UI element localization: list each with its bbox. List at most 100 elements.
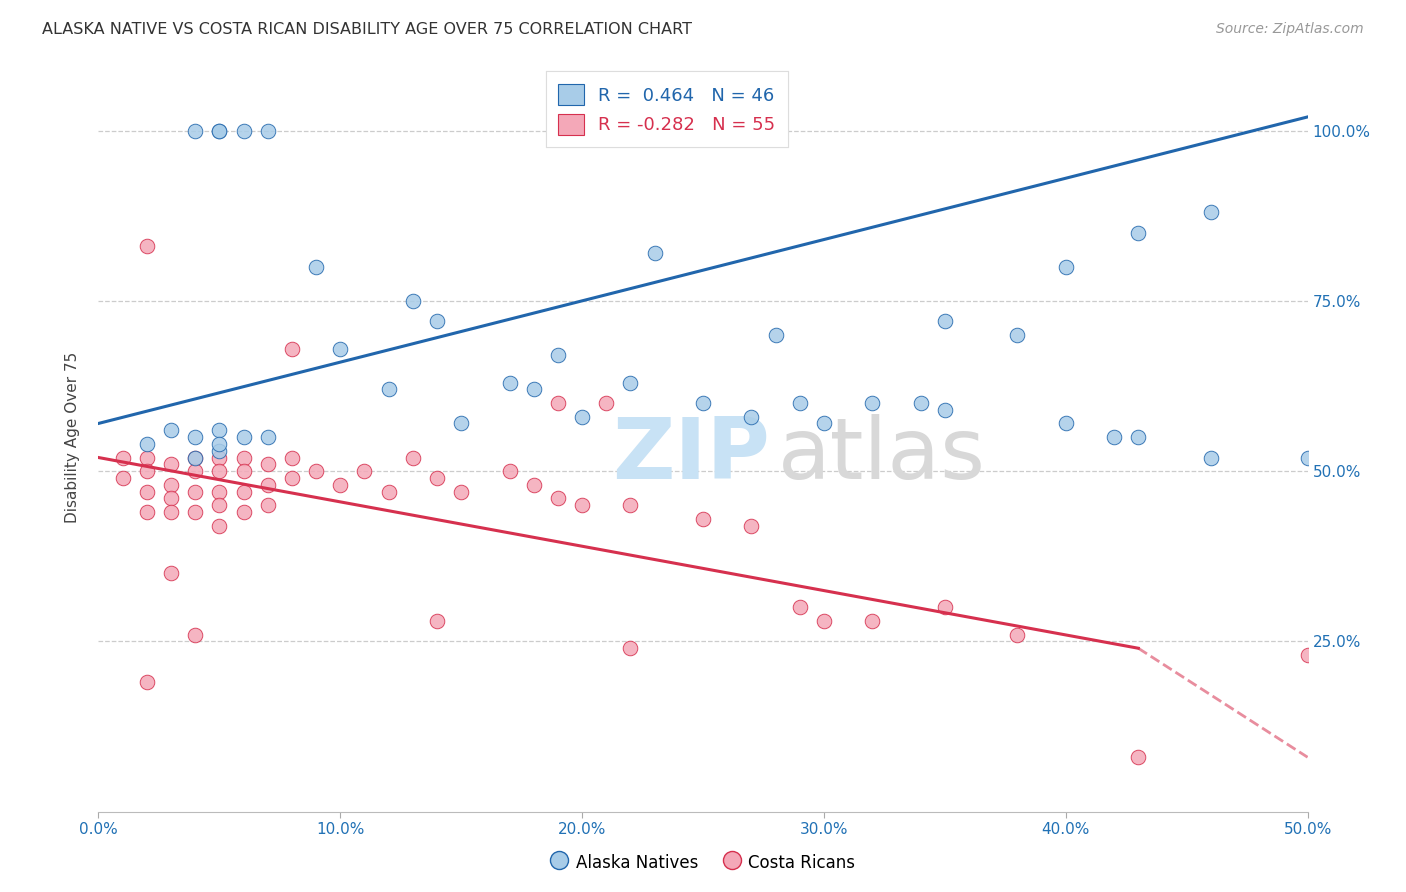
- Point: [692, 396, 714, 410]
- Point: [232, 450, 254, 465]
- Point: [1296, 450, 1319, 465]
- Point: [450, 417, 472, 431]
- Point: [111, 450, 134, 465]
- Point: [160, 423, 183, 437]
- Point: [426, 314, 449, 328]
- Point: [765, 327, 787, 342]
- Point: [208, 123, 231, 137]
- Legend: Alaska Natives, Costa Ricans: Alaska Natives, Costa Ricans: [544, 846, 862, 880]
- Point: [160, 458, 183, 472]
- Point: [740, 518, 762, 533]
- Point: [1007, 327, 1029, 342]
- Point: [232, 430, 254, 444]
- Point: [256, 123, 278, 137]
- Point: [813, 614, 835, 628]
- Point: [644, 246, 666, 260]
- Y-axis label: Disability Age Over 75: Disability Age Over 75: [65, 351, 80, 523]
- Point: [523, 383, 546, 397]
- Point: [160, 491, 183, 506]
- Point: [208, 443, 231, 458]
- Point: [789, 600, 811, 615]
- Point: [232, 505, 254, 519]
- Legend: R =  0.464   N = 46, R = -0.282   N = 55: R = 0.464 N = 46, R = -0.282 N = 55: [546, 71, 787, 147]
- Point: [498, 376, 520, 390]
- Point: [135, 505, 157, 519]
- Text: ZIP: ZIP: [612, 414, 769, 498]
- Point: [426, 614, 449, 628]
- Point: [1054, 417, 1077, 431]
- Point: [402, 450, 425, 465]
- Point: [860, 396, 883, 410]
- Point: [547, 396, 569, 410]
- Point: [1199, 205, 1222, 219]
- Point: [281, 342, 304, 356]
- Point: [208, 123, 231, 137]
- Point: [595, 396, 617, 410]
- Point: [619, 641, 641, 656]
- Point: [910, 396, 932, 410]
- Point: [426, 471, 449, 485]
- Point: [1102, 430, 1125, 444]
- Point: [547, 348, 569, 362]
- Point: [281, 450, 304, 465]
- Point: [281, 471, 304, 485]
- Point: [160, 566, 183, 581]
- Point: [256, 498, 278, 512]
- Point: [450, 484, 472, 499]
- Point: [305, 260, 328, 274]
- Point: [208, 450, 231, 465]
- Point: [305, 464, 328, 478]
- Text: Source: ZipAtlas.com: Source: ZipAtlas.com: [1216, 22, 1364, 37]
- Point: [160, 505, 183, 519]
- Point: [184, 484, 207, 499]
- Text: atlas: atlas: [778, 414, 986, 498]
- Point: [232, 464, 254, 478]
- Point: [860, 614, 883, 628]
- Point: [740, 409, 762, 424]
- Point: [692, 512, 714, 526]
- Point: [571, 498, 593, 512]
- Point: [135, 484, 157, 499]
- Point: [813, 417, 835, 431]
- Point: [135, 437, 157, 451]
- Point: [256, 458, 278, 472]
- Point: [135, 464, 157, 478]
- Point: [184, 464, 207, 478]
- Point: [184, 627, 207, 641]
- Point: [619, 376, 641, 390]
- Point: [934, 314, 956, 328]
- Point: [208, 498, 231, 512]
- Point: [1007, 627, 1029, 641]
- Point: [1128, 226, 1150, 240]
- Point: [208, 518, 231, 533]
- Point: [934, 600, 956, 615]
- Point: [1296, 648, 1319, 662]
- Point: [1199, 450, 1222, 465]
- Point: [377, 383, 399, 397]
- Point: [208, 423, 231, 437]
- Point: [329, 342, 352, 356]
- Point: [232, 123, 254, 137]
- Point: [1054, 260, 1077, 274]
- Point: [160, 477, 183, 491]
- Point: [256, 430, 278, 444]
- Point: [184, 450, 207, 465]
- Point: [523, 477, 546, 491]
- Point: [208, 484, 231, 499]
- Point: [208, 437, 231, 451]
- Point: [184, 505, 207, 519]
- Point: [547, 491, 569, 506]
- Point: [619, 498, 641, 512]
- Point: [208, 464, 231, 478]
- Point: [184, 450, 207, 465]
- Point: [232, 484, 254, 499]
- Point: [135, 239, 157, 253]
- Point: [329, 477, 352, 491]
- Point: [1128, 430, 1150, 444]
- Point: [377, 484, 399, 499]
- Point: [184, 123, 207, 137]
- Point: [498, 464, 520, 478]
- Point: [184, 430, 207, 444]
- Text: ALASKA NATIVE VS COSTA RICAN DISABILITY AGE OVER 75 CORRELATION CHART: ALASKA NATIVE VS COSTA RICAN DISABILITY …: [42, 22, 692, 37]
- Point: [353, 464, 375, 478]
